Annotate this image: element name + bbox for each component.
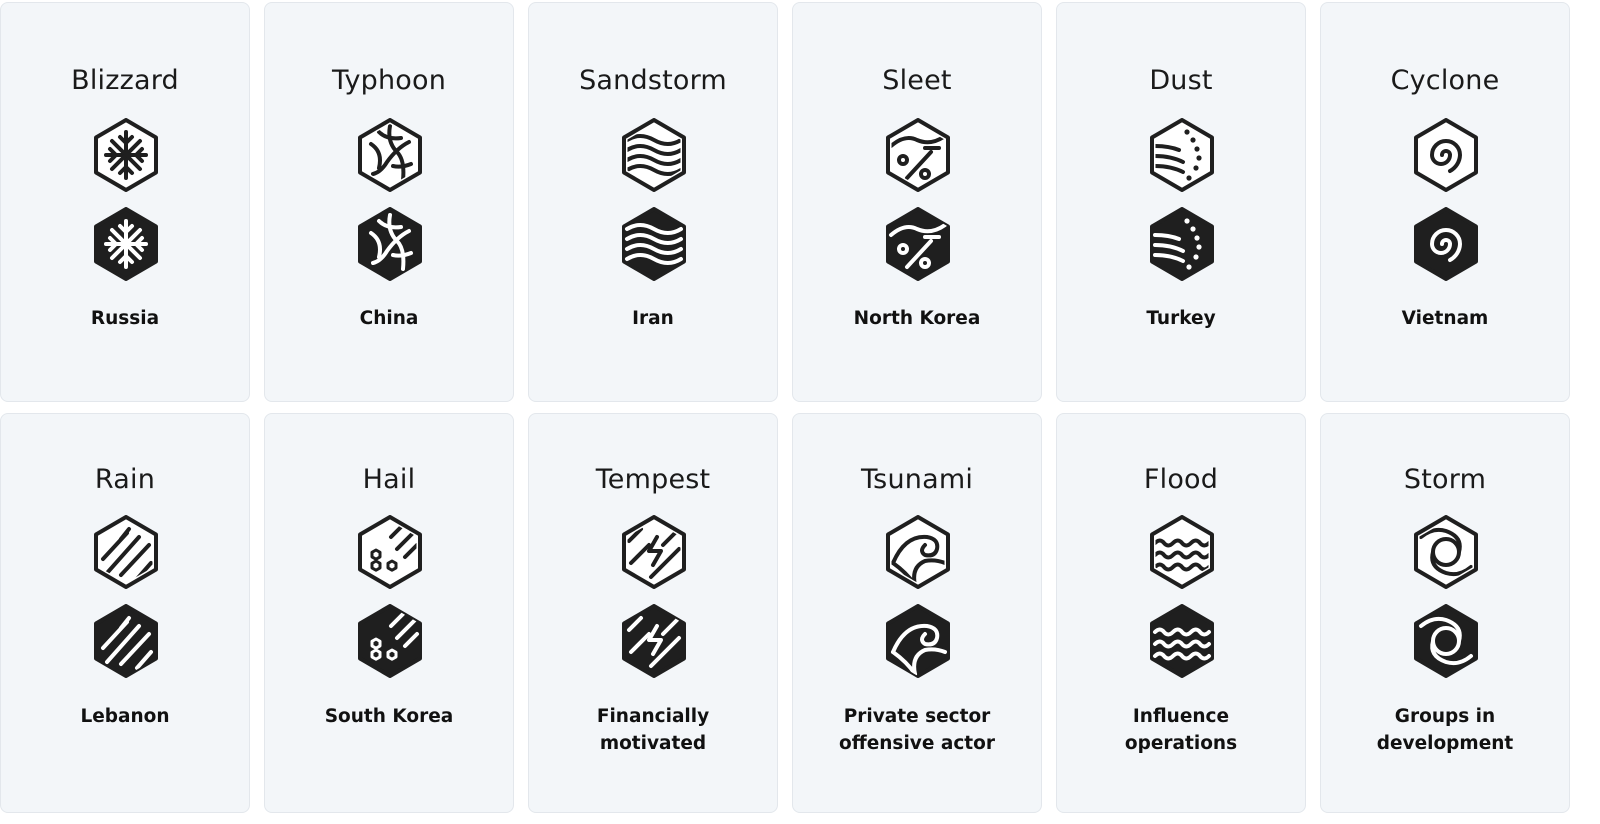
card-label: Influence operations — [1067, 703, 1295, 757]
card-rain: Rain Lebanon — [0, 413, 250, 813]
card-hail: Hail So — [264, 413, 514, 813]
hail-filled-icon — [357, 604, 423, 678]
flood-waves-outline-icon — [1149, 515, 1215, 589]
card-title: Blizzard — [71, 65, 179, 96]
card-sandstorm: Sandstorm Iran — [528, 2, 778, 402]
card-label-line: operations — [1124, 733, 1238, 754]
card-title: Sleet — [882, 65, 952, 96]
card-label: North Korea — [853, 308, 981, 329]
cyclone-spiral-filled-icon — [1413, 207, 1479, 281]
card-label: China — [359, 308, 419, 329]
blizzard-snowflake-outline-icon — [93, 118, 159, 192]
card-label: Lebanon — [80, 706, 170, 727]
sleet-filled-icon — [885, 207, 951, 281]
card-label-line: Influence — [1132, 706, 1230, 727]
card-label-line: offensive actor — [839, 733, 995, 754]
card-storm: Storm Groups in development — [1320, 413, 1570, 813]
storm-ring-outline-icon — [1413, 515, 1479, 589]
card-label: Groups in development — [1331, 703, 1559, 757]
card-label: South Korea — [324, 706, 454, 727]
card-tsunami: Tsunami Private sector offensive actor — [792, 413, 1042, 813]
card-cyclone: Cyclone Vietnam — [1320, 2, 1570, 402]
card-title: Hail — [362, 464, 416, 495]
card-title: Dust — [1149, 65, 1213, 96]
card-tempest: Tempest Financially motivated — [528, 413, 778, 813]
flood-waves-filled-icon — [1149, 604, 1215, 678]
dust-outline-icon — [1149, 118, 1215, 192]
rain-streaks-outline-icon — [93, 515, 159, 589]
sleet-outline-icon — [885, 118, 951, 192]
card-title: Flood — [1143, 464, 1219, 495]
typhoon-pattern-outline-icon — [357, 118, 423, 192]
card-title: Storm — [1403, 464, 1487, 495]
card-title: Cyclone — [1390, 65, 1500, 96]
tempest-lightning-filled-icon — [621, 604, 687, 678]
card-label-line: Private sector — [843, 706, 991, 727]
card-label: Russia — [90, 308, 160, 329]
rain-streaks-filled-icon — [93, 604, 159, 678]
card-title: Rain — [94, 464, 156, 495]
dust-filled-icon — [1149, 207, 1215, 281]
sandstorm-waves-filled-icon — [621, 207, 687, 281]
card-label: Turkey — [1146, 308, 1216, 329]
typhoon-pattern-filled-icon — [357, 207, 423, 281]
hail-outline-icon — [357, 515, 423, 589]
card-label-line: Financially — [596, 706, 710, 727]
card-blizzard: Blizzard — [0, 2, 250, 402]
card-label-line: motivated — [599, 733, 707, 754]
card-title: Tsunami — [860, 464, 974, 495]
tsunami-wave-filled-icon — [885, 604, 951, 678]
card-typhoon: Typhoon China — [264, 2, 514, 402]
card-sleet: Sleet North Korea — [792, 2, 1042, 402]
card-title: Typhoon — [331, 65, 447, 96]
card-label-line: development — [1376, 733, 1514, 754]
blizzard-snowflake-filled-icon — [93, 207, 159, 281]
storm-ring-filled-icon — [1413, 604, 1479, 678]
card-dust: Dust Tu — [1056, 2, 1306, 402]
card-title: Tempest — [595, 464, 711, 495]
card-label-line: Groups in — [1394, 706, 1496, 727]
card-flood: Flood Influence operations — [1056, 413, 1306, 813]
card-label: Iran — [632, 308, 674, 329]
cyclone-spiral-outline-icon — [1413, 118, 1479, 192]
card-label: Financially motivated — [539, 703, 767, 757]
tsunami-wave-outline-icon — [885, 515, 951, 589]
card-label: Private sector offensive actor — [803, 703, 1031, 757]
card-label: Vietnam — [1401, 308, 1489, 329]
card-title: Sandstorm — [579, 65, 727, 96]
sandstorm-waves-outline-icon — [621, 118, 687, 192]
tempest-lightning-outline-icon — [621, 515, 687, 589]
